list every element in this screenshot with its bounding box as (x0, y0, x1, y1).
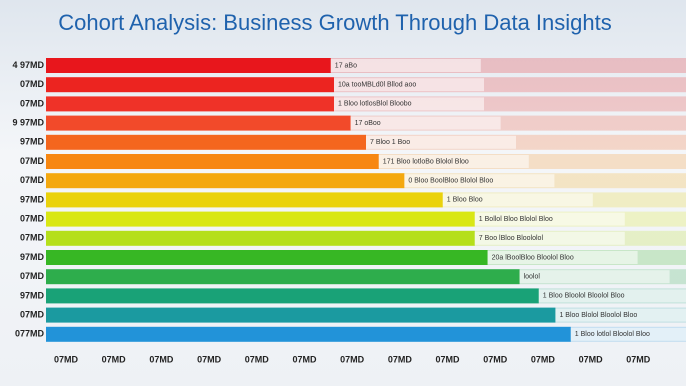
bar (46, 154, 379, 169)
bar (46, 173, 405, 189)
y-tick-label: 07MD (20, 175, 45, 185)
bar-annotation: 1 Bloo lotlosBlol Bloobo (338, 101, 412, 108)
y-tick-label: 07MD (20, 233, 45, 243)
bar (46, 269, 520, 285)
bar (46, 230, 475, 246)
bar-annotation: 1 Bloo Bloolol Bloolol Bloo (543, 293, 625, 300)
y-tick-label: 07MD (20, 271, 45, 281)
bar (46, 250, 488, 265)
bar-annotation: 17 oBoo (355, 120, 381, 127)
x-tick-label: 07MD (483, 354, 508, 364)
x-tick-label: 07MD (436, 354, 461, 364)
bar-annotation: 7 Bloo 1 Boo (370, 139, 410, 146)
y-tick-label: 4 97MD (12, 60, 44, 70)
label-box (366, 135, 516, 149)
label-box (570, 327, 686, 341)
label-box (378, 155, 529, 168)
y-tick-label: 077MD (15, 329, 45, 339)
label-box (334, 78, 484, 92)
label-box (555, 308, 686, 322)
label-box (350, 116, 501, 130)
chart-title: Cohort Analysis: Business Growth Through… (58, 10, 612, 35)
bar (46, 326, 571, 342)
bar-annotation: 1 Bloo lotlol Bloolol Bloo (575, 331, 650, 338)
x-tick-label: 07MD (197, 354, 222, 364)
x-tick-label: 07MD (54, 354, 79, 364)
bar-annotation: 1 Bollol Bloo Blolol Bloo (479, 216, 553, 223)
y-tick-label: 97MD (20, 194, 45, 204)
bar (46, 288, 539, 304)
label-box (442, 193, 593, 207)
x-tick-label: 07MD (388, 354, 413, 364)
bar (46, 77, 334, 93)
bar-annotation: loolol (524, 274, 541, 281)
bar (46, 307, 556, 323)
y-tick-label: 97MD (20, 252, 45, 262)
y-tick-label: 9 97MD (12, 117, 44, 127)
label-box (404, 174, 555, 188)
x-tick-label: 07MD (149, 354, 174, 364)
bar-annotation: 0 Bloo BoolBloo Blolol Bloo (408, 178, 493, 185)
x-tick-label: 07MD (531, 354, 556, 364)
bar-annotation: 17 aBo (335, 62, 357, 69)
x-tick-label: 07MD (579, 354, 604, 364)
bar (46, 192, 443, 208)
bar (46, 58, 331, 73)
label-box (330, 59, 481, 72)
label-box (487, 251, 638, 264)
bar-annotation: 1 Bloo Bloo (447, 197, 483, 204)
bar-annotation: 20a lBoolBloo Bloolol Bloo (492, 254, 574, 261)
y-tick-label: 97MD (20, 137, 45, 147)
x-tick-label: 07MD (626, 354, 651, 364)
label-box (538, 289, 686, 303)
y-tick-label: 07MD (20, 98, 45, 108)
label-box (474, 231, 625, 245)
x-tick-label: 07MD (340, 354, 365, 364)
label-box (519, 270, 670, 284)
bar (46, 211, 475, 227)
x-tick-label: 07MD (102, 354, 127, 364)
y-tick-label: 07MD (20, 79, 45, 89)
label-box (474, 212, 625, 226)
bar-annotation: 7 Boo lBloo Bloololol (479, 235, 544, 242)
y-tick-label: 07MD (20, 213, 45, 223)
x-tick-label: 07MD (245, 354, 270, 364)
bar-annotation: 10a tooMBLd0l Bllod aoo (338, 82, 416, 89)
y-tick-label: 97MD (20, 290, 45, 300)
bar (46, 96, 334, 112)
x-tick-label: 07MD (292, 354, 317, 364)
y-tick-label: 07MD (20, 309, 45, 319)
label-box (334, 97, 484, 111)
y-tick-label: 07MD (20, 156, 45, 166)
bar-annotation: 171 Bloo lotloBo Blolol Bloo (383, 158, 469, 165)
bar (46, 134, 366, 150)
bar-annotation: 1 Bloo Blolol Bloolol Bloo (559, 312, 637, 319)
bar (46, 115, 351, 131)
